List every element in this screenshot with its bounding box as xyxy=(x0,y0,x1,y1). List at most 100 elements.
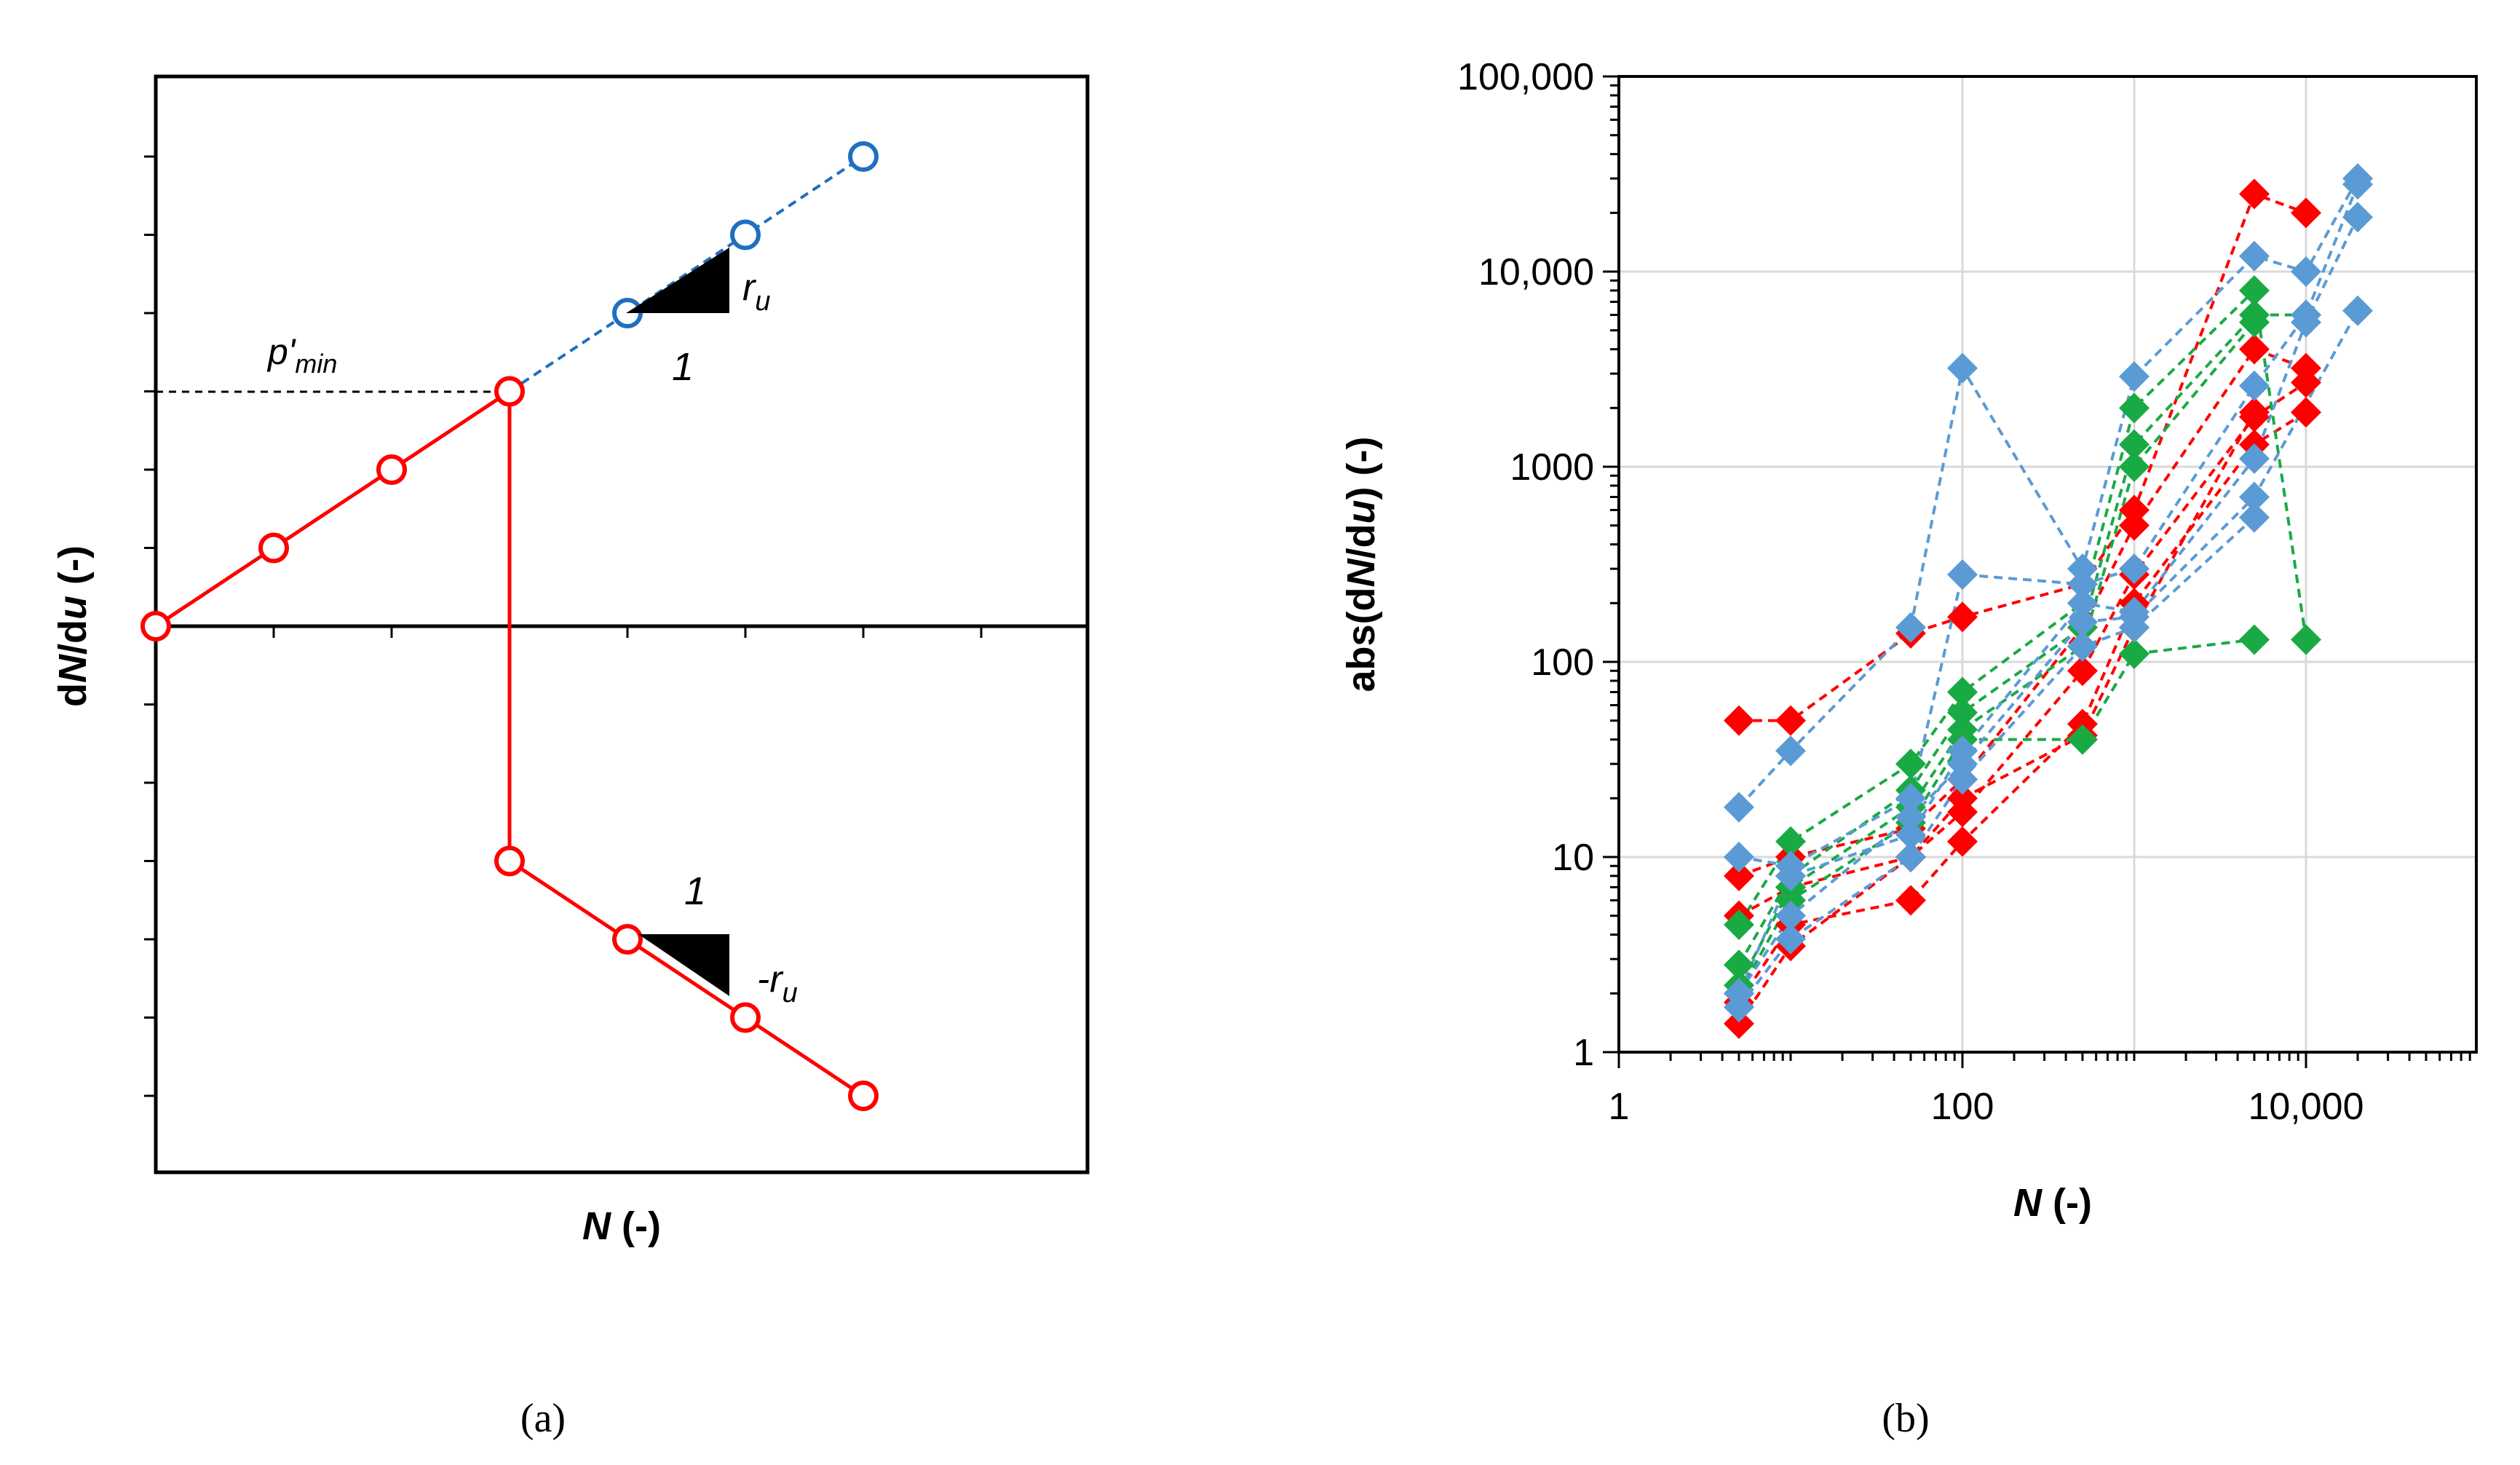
b-line-red-4 xyxy=(1738,411,2307,1003)
b-marker-blue-1 xyxy=(2067,553,2098,585)
b-series-group xyxy=(1723,163,2374,1039)
b-marker-blue-3 xyxy=(2067,588,2098,619)
b-marker-green-4 xyxy=(1775,885,1806,916)
b-marker-red-2 xyxy=(2119,510,2149,541)
b-marker-blue-4 xyxy=(1775,900,1806,931)
a-marker-red xyxy=(494,845,525,877)
b-marker-blue-3 xyxy=(2342,202,2374,233)
a-pmin-subscript: min xyxy=(295,349,337,379)
b-marker-blue-4 xyxy=(2238,481,2270,513)
a-markers-group xyxy=(140,141,879,1111)
caption-a: (a) xyxy=(520,1396,566,1441)
b-tick-labels: 1 10 100 1000 10,000 100,000 1 100 10,000 xyxy=(1457,56,2364,1128)
b-marker-green-1 xyxy=(1947,676,1978,708)
a-marker-red xyxy=(612,924,643,955)
a-pmin-label: p'min xyxy=(266,331,337,379)
a-slope-down-rise-label: -ru xyxy=(757,958,798,1008)
b-x-axis-label: N (-) xyxy=(2013,1181,2092,1225)
b-marker-red-1 xyxy=(2119,494,2149,526)
a-marker-blue xyxy=(848,141,879,172)
b-y-tick-label: 1 xyxy=(1573,1032,1594,1074)
b-y-tick-label: 100 xyxy=(1531,641,1594,684)
b-marker-green-1 xyxy=(1895,749,1926,780)
b-marker-blue-2 xyxy=(2342,169,2374,200)
b-y-tick-label: 100,000 xyxy=(1457,56,1594,98)
a-marker-blue xyxy=(730,219,761,250)
b-marker-red-5 xyxy=(1947,783,1978,814)
b-marker-blue-3 xyxy=(2291,307,2321,338)
b-marker-green-1 xyxy=(1723,909,1754,940)
b-marker-green-1 xyxy=(1775,826,1806,857)
a-x-axis-label: N (-) xyxy=(582,1204,661,1248)
b-marker-red-4 xyxy=(1895,885,1926,916)
caption-b: (b) xyxy=(1882,1396,1929,1441)
a-marker-red xyxy=(848,1081,879,1111)
a-marker-red xyxy=(494,376,525,407)
b-marker-blue-1 xyxy=(2291,256,2321,287)
b-marker-blue-4 xyxy=(1947,749,1978,780)
b-marker-blue-1 xyxy=(2119,361,2149,392)
b-marker-blue-5 xyxy=(1775,923,1806,955)
b-marker-blue-2 xyxy=(2119,553,2149,585)
b-marker-green-1 xyxy=(2291,624,2321,655)
b-marker-red-1 xyxy=(1775,705,1806,736)
a-slope-triangle-up xyxy=(626,248,729,313)
b-marker-green-4 xyxy=(2238,624,2270,655)
b-marker-green-4 xyxy=(2119,638,2149,669)
b-marker-blue-3 xyxy=(1895,819,1926,850)
b-y-tick-label: 1000 xyxy=(1510,446,1594,489)
b-y-tick-label: 10,000 xyxy=(1478,251,1594,293)
b-line-red-1 xyxy=(1738,191,2307,722)
b-marker-blue-1 xyxy=(2238,240,2270,272)
a-marker-red xyxy=(258,532,289,564)
panel-a-schematic-chart: p'min 1 ru 1 -ru N (-) dN/du (-) (a) xyxy=(51,74,1090,1441)
b-marker-blue-5 xyxy=(2238,502,2270,533)
b-marker-blue-5 xyxy=(1895,842,1926,872)
b-x-tick-label: 10,000 xyxy=(2248,1086,2364,1128)
b-marker-blue-4 xyxy=(2342,295,2374,326)
b-marker-red-1 xyxy=(1947,601,1978,633)
b-marker-blue-5 xyxy=(1723,992,1754,1023)
b-marker-red-3 xyxy=(2291,367,2321,398)
a-slope-triangle-down xyxy=(638,934,729,996)
b-marker-red-4 xyxy=(1947,826,1978,857)
b-line-red-2 xyxy=(1738,347,2307,877)
b-marker-red-3 xyxy=(2067,655,2098,687)
a-line-positive-branch xyxy=(154,390,511,628)
b-marker-blue-3 xyxy=(2238,443,2270,474)
a-marker-red xyxy=(730,1002,761,1033)
b-marker-blue-2 xyxy=(1723,842,1754,872)
b-marker-blue-5 xyxy=(1947,764,1978,795)
b-marker-red-4 xyxy=(2291,397,2321,428)
b-marker-red-5 xyxy=(1723,1008,1754,1039)
b-marker-green-2 xyxy=(1947,697,1978,728)
b-marker-blue-4 xyxy=(1895,802,1926,833)
b-marker-green-2 xyxy=(1723,949,1754,981)
b-line-red-3 xyxy=(1738,381,2307,917)
b-marker-green-1 xyxy=(2238,275,2270,306)
b-marker-green-3 xyxy=(2119,451,2149,482)
a-slope-up-run-label: 1 xyxy=(672,345,694,389)
b-marker-blue-2 xyxy=(2067,569,2098,600)
b-marker-red-1 xyxy=(1723,705,1754,736)
b-line-green-1 xyxy=(1738,287,2307,925)
b-y-tick-label: 10 xyxy=(1552,837,1594,879)
b-marker-green-1 xyxy=(2119,392,2149,424)
b-marker-blue-1 xyxy=(1775,735,1806,767)
b-marker-blue-4 xyxy=(2067,607,2098,638)
a-marker-red xyxy=(140,611,171,641)
b-marker-red-2 xyxy=(2238,333,2270,365)
a-marker-red xyxy=(376,454,407,485)
b-marker-blue-5 xyxy=(2119,612,2149,643)
b-marker-green-4 xyxy=(2067,724,2098,755)
b-marker-blue-1 xyxy=(1947,352,1978,384)
b-marker-blue-2 xyxy=(1895,783,1926,814)
b-marker-red-2 xyxy=(1723,860,1754,891)
b-marker-red-5 xyxy=(2238,397,2270,428)
b-marker-blue-1 xyxy=(1723,791,1754,823)
b-x-tick-label: 1 xyxy=(1609,1086,1630,1128)
a-slope-down-run-label: 1 xyxy=(684,869,706,913)
b-marker-blue-2 xyxy=(2238,370,2270,401)
